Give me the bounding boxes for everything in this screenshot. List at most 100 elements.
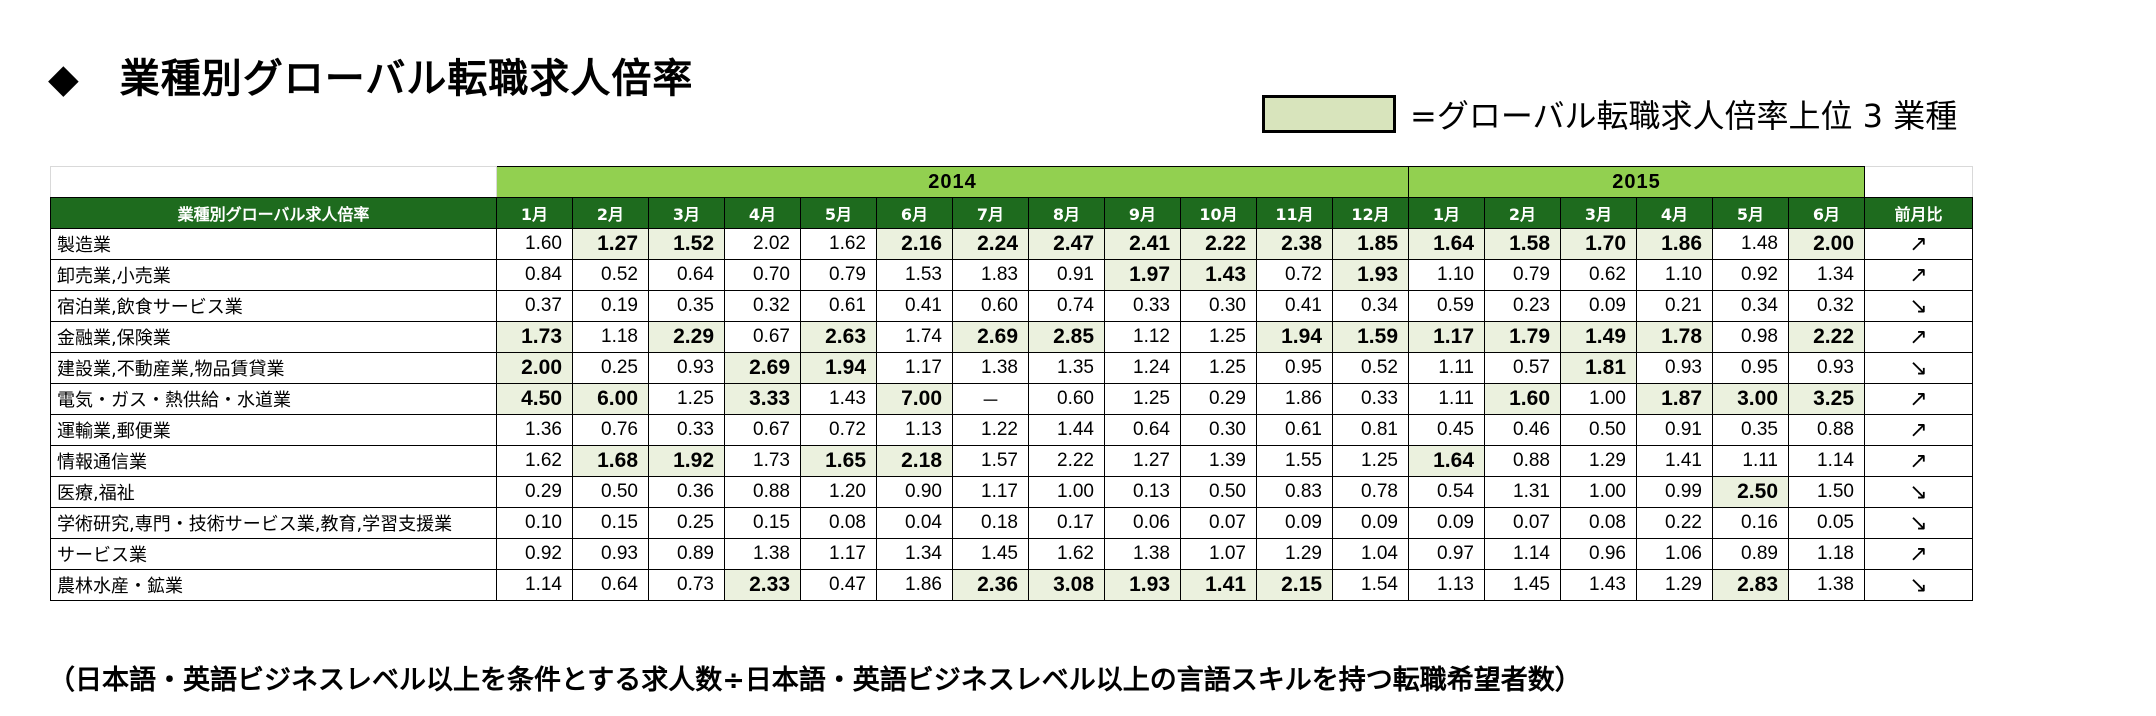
ratio-cell: 1.38	[1104, 538, 1181, 570]
ratio-cell: 1.17	[876, 352, 953, 384]
trend-up-arrow-icon: ↗	[1864, 445, 1973, 477]
ratio-cell-top3: 2.83	[1712, 569, 1789, 601]
ratio-cell: 1.25	[1104, 383, 1181, 415]
year-header-row: 2014 2015	[50, 166, 1973, 198]
ratio-cell-top3: 2.69	[952, 321, 1029, 353]
column-header-month: 2月	[572, 197, 649, 229]
ratio-cell: 0.98	[1712, 321, 1789, 353]
ratio-cell: 0.34	[1332, 290, 1409, 322]
column-header-month: 4月	[724, 197, 801, 229]
ratio-cell: 1.14	[1484, 538, 1561, 570]
column-header-month: 3月	[648, 197, 725, 229]
ratio-cell: 0.13	[1104, 476, 1181, 508]
ratio-cell: 1.29	[1560, 445, 1637, 477]
ratio-cell: 0.60	[952, 290, 1029, 322]
ratio-cell: 0.16	[1712, 507, 1789, 539]
ratio-cell: 0.91	[1028, 259, 1105, 291]
ratio-cell: 0.19	[572, 290, 649, 322]
industry-label: 金融業,保険業	[50, 321, 497, 353]
trend-down-arrow-icon: ↘	[1864, 569, 1973, 601]
table-row: 建設業,不動産業,物品賃貸業 2.00 0.25 0.93 2.69 1.94 1.17 1.…	[50, 352, 1973, 384]
column-header-month: 1月	[1408, 197, 1485, 229]
ratio-cell-top3: 1.78	[1636, 321, 1713, 353]
ratio-cell-top3: 1.17	[1408, 321, 1485, 353]
ratio-cell: 0.32	[724, 290, 801, 322]
ratio-cell-top3: 1.70	[1560, 228, 1637, 260]
ratio-cell-top3: 2.00	[1788, 228, 1865, 260]
ratio-cell: 0.32	[1788, 290, 1865, 322]
ratio-cell-top3: 1.93	[1332, 259, 1409, 291]
ratio-cell-top3: 1.81	[1560, 352, 1637, 384]
ratio-cell-top3: 3.25	[1788, 383, 1865, 415]
ratio-cell: 0.83	[1256, 476, 1333, 508]
ratio-cell: 1.17	[800, 538, 877, 570]
page-title: ◆ 業種別グローバル転職求人倍率	[48, 46, 693, 104]
industry-label: 医療,福祉	[50, 476, 497, 508]
ratio-cell: 0.37	[496, 290, 573, 322]
column-header-month: 6月	[876, 197, 953, 229]
ratio-cell: 0.64	[572, 569, 649, 601]
ratio-cell: 0.04	[876, 507, 953, 539]
ratio-cell: 1.25	[1180, 352, 1257, 384]
ratio-cell: 0.60	[1028, 383, 1105, 415]
ratio-cell: 0.72	[800, 414, 877, 446]
ratio-cell: 1.04	[1332, 538, 1409, 570]
ratio-cell: 0.57	[1484, 352, 1561, 384]
ratio-cell: 0.64	[648, 259, 725, 291]
trend-down-arrow-icon: ↘	[1864, 290, 1973, 322]
table-row: 農林水産・鉱業 1.14 0.64 0.73 2.33 0.47 1.86 2.36 3.08 1…	[50, 569, 1973, 601]
column-header-month: 8月	[1028, 197, 1105, 229]
ratio-cell-top3: 1.68	[572, 445, 649, 477]
ratio-cell-top3: 2.41	[1104, 228, 1181, 260]
ratio-cell: 1.34	[876, 538, 953, 570]
ratio-cell-top3: 1.64	[1408, 445, 1485, 477]
ratio-cell: 1.29	[1636, 569, 1713, 601]
ratio-cell: 1.73	[724, 445, 801, 477]
industry-label: サービス業	[50, 538, 497, 570]
ratio-cell: 0.50	[1180, 476, 1257, 508]
ratio-cell-top3: 1.59	[1332, 321, 1409, 353]
ratio-cell: 0.79	[1484, 259, 1561, 291]
ratio-cell-top3: 1.41	[1180, 569, 1257, 601]
ratio-cell-top3: 6.00	[572, 383, 649, 415]
legend: =グローバル転職求人倍率上位 3 業種	[1262, 92, 1957, 136]
ratio-cell: 0.59	[1408, 290, 1485, 322]
ratio-cell: 0.61	[1256, 414, 1333, 446]
ratio-cell: 0.92	[1712, 259, 1789, 291]
ratio-cell: 0.33	[1332, 383, 1409, 415]
ratio-cell-top3: 2.24	[952, 228, 1029, 260]
ratio-cell: 1.55	[1256, 445, 1333, 477]
ratio-cell: 1.31	[1484, 476, 1561, 508]
ratio-cell-top3: 2.50	[1712, 476, 1789, 508]
ratio-cell: 1.27	[1104, 445, 1181, 477]
table-row: 運輸業,郵便業 1.36 0.76 0.33 0.67 0.72 1.13 1.22 1.44 0…	[50, 414, 1973, 446]
industry-label: 建設業,不動産業,物品賃貸業	[50, 352, 497, 384]
ratio-cell: 1.44	[1028, 414, 1105, 446]
ratio-cell: 1.43	[800, 383, 877, 415]
trend-down-arrow-icon: ↘	[1864, 476, 1973, 508]
ratio-cell-top3: 1.93	[1104, 569, 1181, 601]
ratio-cell: 1.38	[1788, 569, 1865, 601]
ratio-cell: 1.20	[800, 476, 877, 508]
ratio-cell: 0.07	[1484, 507, 1561, 539]
table-row: 卸売業,小売業 0.84 0.52 0.64 0.70 0.79 1.53 1.83 0.91 1…	[50, 259, 1973, 291]
column-header-month: 9月	[1104, 197, 1181, 229]
ratio-cell: 1.34	[1788, 259, 1865, 291]
ratio-cell: 0.54	[1408, 476, 1485, 508]
ratio-cell: 0.29	[1180, 383, 1257, 415]
ratio-cell: 1.38	[952, 352, 1029, 384]
trend-up-arrow-icon: ↗	[1864, 228, 1973, 260]
ratio-cell: 1.74	[876, 321, 953, 353]
ratio-cell-top3: 1.73	[496, 321, 573, 353]
legend-text: =グローバル転職求人倍率上位 3 業種	[1410, 97, 1958, 135]
table-row: サービス業 0.92 0.93 0.89 1.38 1.17 1.34 1.45 1.62 1.3…	[50, 538, 1973, 570]
ratio-cell: 1.06	[1636, 538, 1713, 570]
legend-highlight-swatch	[1262, 95, 1396, 133]
ratio-cell: 0.25	[572, 352, 649, 384]
ratio-cell: 0.09	[1560, 290, 1637, 322]
ratio-cell: 0.18	[952, 507, 1029, 539]
ratio-cell-top3: 2.18	[876, 445, 953, 477]
ratio-cell: 0.25	[648, 507, 725, 539]
ratio-cell: 0.89	[648, 538, 725, 570]
ratio-cell: 1.39	[1180, 445, 1257, 477]
